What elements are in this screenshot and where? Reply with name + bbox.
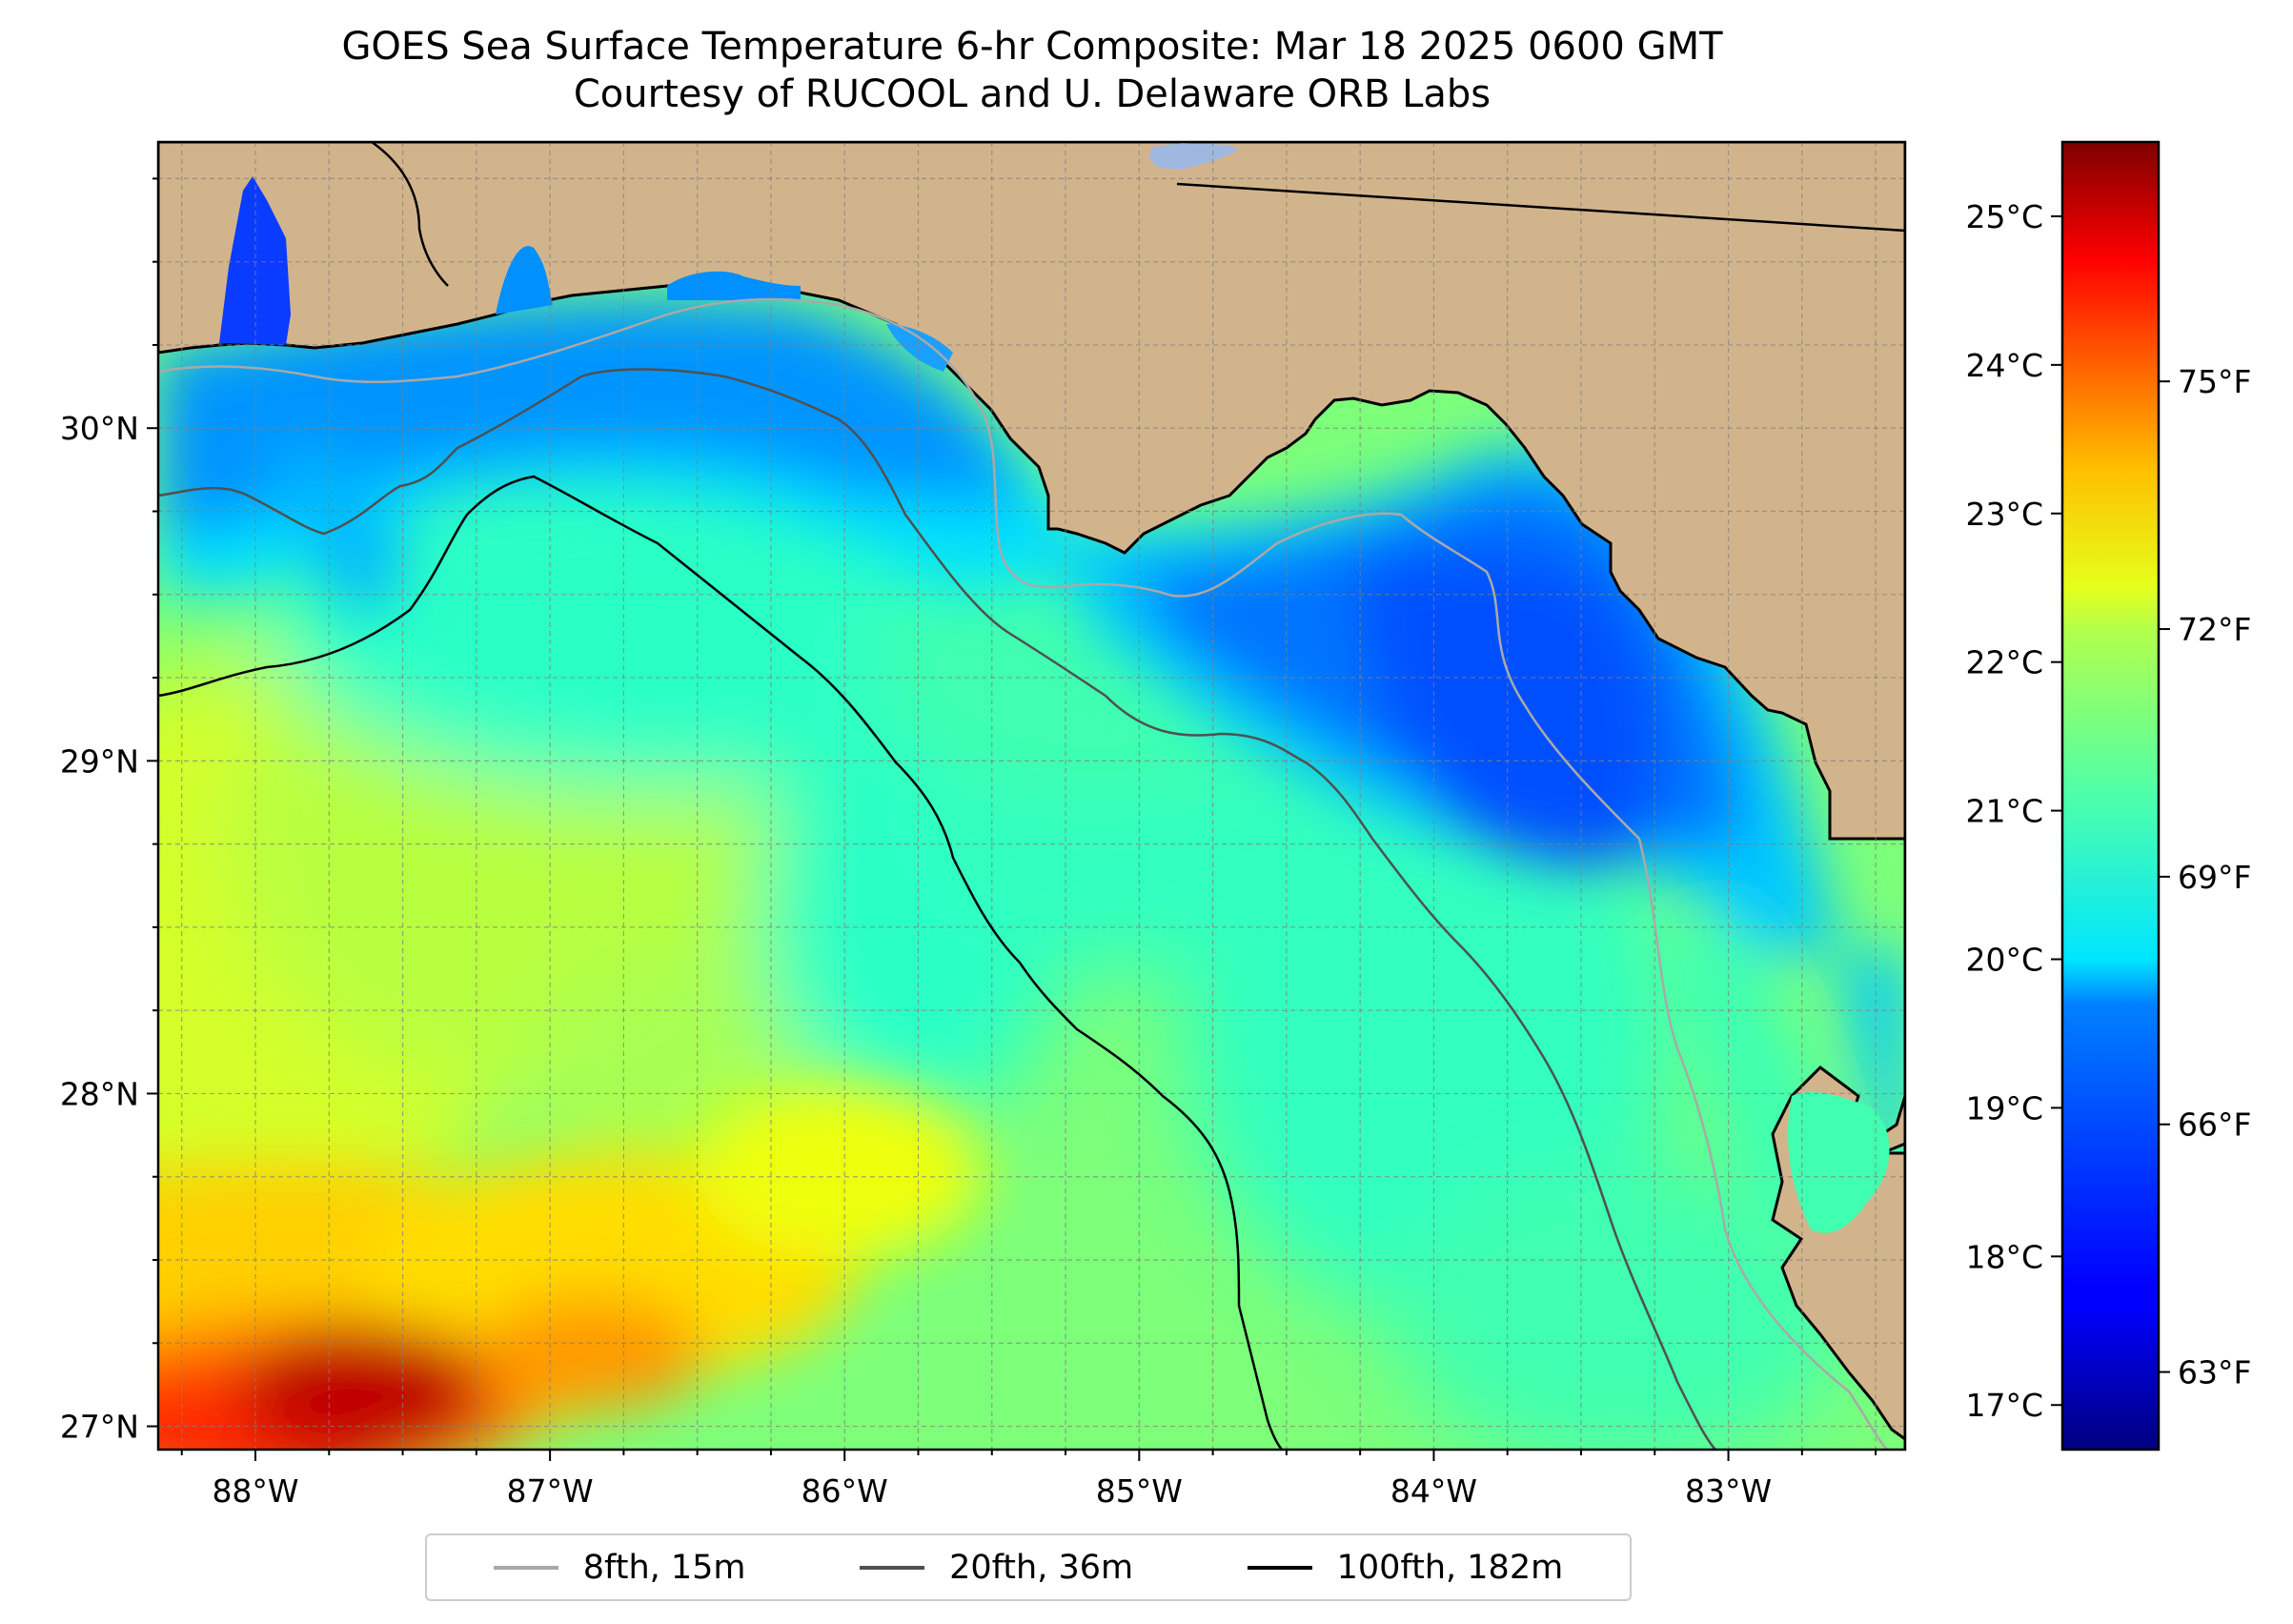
sst-field bbox=[158, 142, 1905, 1450]
legend-item-100fth: 100fth, 182m bbox=[1247, 1548, 1564, 1587]
colorbar-celsius-label: 17°C bbox=[1965, 1387, 2043, 1424]
contour-legend: 8fth, 15m 20fth, 36m 100fth, 182m bbox=[425, 1533, 1632, 1601]
colorbar-fahrenheit-label: 72°F bbox=[2178, 611, 2251, 648]
colorbar-celsius-axis: 25°C 24°C 23°C 22°C 21°C 20°C 19°C 18°C 17°C bbox=[1965, 198, 2062, 1424]
legend-label-20fth: 20fth, 36m bbox=[949, 1548, 1134, 1587]
bathymetry-contours bbox=[158, 297, 1888, 1450]
lon-tick-label: 87°W bbox=[507, 1472, 594, 1510]
lon-tick-label: 85°W bbox=[1096, 1472, 1183, 1510]
colorbar-celsius-label: 18°C bbox=[1965, 1238, 2043, 1275]
lon-tick-label: 88°W bbox=[212, 1472, 298, 1510]
legend-item-20fth: 20fth, 36m bbox=[860, 1549, 1133, 1587]
colorbar-fahrenheit-label: 69°F bbox=[2178, 859, 2251, 896]
title-line-2: Courtesy of RUCOOL and U. Delaware ORB L… bbox=[573, 72, 1491, 116]
inland-water bbox=[496, 246, 1890, 1233]
map-area bbox=[158, 142, 1905, 1450]
legend-label-100fth: 100fth, 182m bbox=[1336, 1548, 1564, 1587]
legend-item-8fth: 8fth, 15m bbox=[493, 1548, 746, 1587]
legend-label-8fth: 8fth, 15m bbox=[582, 1548, 746, 1587]
colorbar-celsius-label: 19°C bbox=[1965, 1089, 2043, 1127]
contour-8fth bbox=[158, 297, 1888, 1450]
lat-tick-label: 30°N bbox=[60, 410, 139, 447]
colorbar-celsius-label: 25°C bbox=[1965, 198, 2043, 235]
colorbar-gradient bbox=[2060, 140, 2161, 1451]
state-boundary-line-2 bbox=[371, 142, 449, 287]
lat-tick-label: 29°N bbox=[60, 742, 139, 780]
colorbar-celsius-label: 20°C bbox=[1965, 942, 2043, 979]
lat-tick-label: 28°N bbox=[60, 1075, 139, 1112]
contour-20fth bbox=[158, 368, 1716, 1450]
colorbar: 25°C 24°C 23°C 22°C 21°C 20°C 19°C 18°C 17°C 75°… bbox=[1965, 140, 2251, 1451]
map-title: GOES Sea Surface Temperature 6-hr Compos… bbox=[158, 23, 1906, 118]
legend-line-100fth bbox=[1247, 1565, 1312, 1570]
colorbar-fahrenheit-label: 63°F bbox=[2178, 1354, 2251, 1391]
latitude-axis: 30°N 29°N 28°N 27°N bbox=[60, 177, 158, 1446]
colorbar-fahrenheit-axis: 75°F 72°F 69°F 66°F 63°F bbox=[2159, 363, 2251, 1391]
colorbar-celsius-label: 23°C bbox=[1965, 496, 2043, 533]
graticule bbox=[158, 142, 1905, 1450]
legend-line-8fth bbox=[493, 1565, 558, 1570]
lon-tick-label: 86°W bbox=[802, 1472, 888, 1510]
longitude-axis: 88°W 87°W 86°W 85°W 84°W 83°W bbox=[180, 1450, 1877, 1510]
colorbar-fahrenheit-label: 75°F bbox=[2178, 363, 2251, 400]
lat-tick-label: 27°N bbox=[60, 1409, 139, 1446]
state-boundary-line bbox=[1176, 182, 1905, 233]
lon-tick-label: 83°W bbox=[1685, 1472, 1772, 1510]
legend-line-20fth bbox=[860, 1565, 925, 1570]
map-frame bbox=[156, 140, 1907, 1451]
lon-tick-label: 84°W bbox=[1390, 1472, 1477, 1510]
contour-100fth bbox=[158, 475, 1283, 1450]
title-line-1: GOES Sea Surface Temperature 6-hr Compos… bbox=[341, 25, 1723, 69]
colorbar-celsius-label: 24°C bbox=[1965, 347, 2043, 384]
colorbar-fahrenheit-label: 66°F bbox=[2178, 1106, 2251, 1144]
colorbar-celsius-label: 21°C bbox=[1965, 793, 2043, 830]
colorbar-celsius-label: 22°C bbox=[1965, 644, 2043, 681]
